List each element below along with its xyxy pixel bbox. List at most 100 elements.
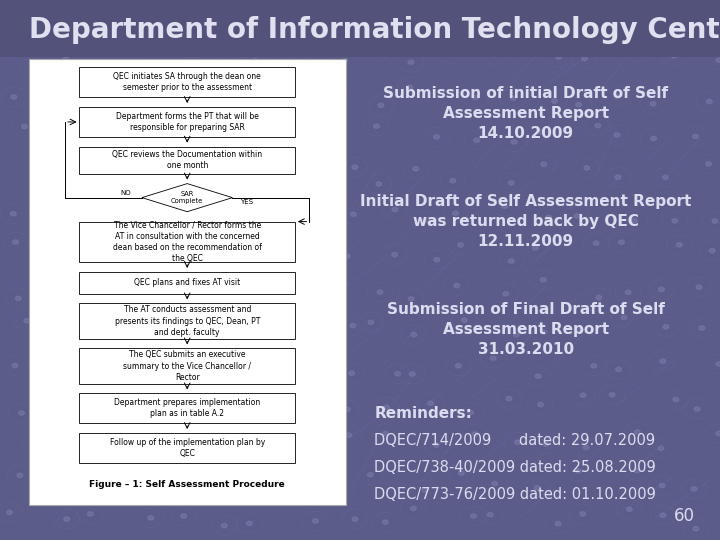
Circle shape [583, 446, 589, 450]
Circle shape [253, 59, 258, 63]
Circle shape [492, 52, 498, 57]
Circle shape [580, 512, 585, 516]
Circle shape [408, 60, 414, 64]
Circle shape [422, 11, 428, 15]
Circle shape [294, 63, 300, 68]
Circle shape [591, 364, 597, 368]
Circle shape [421, 219, 427, 223]
Circle shape [716, 362, 720, 366]
Circle shape [94, 211, 99, 215]
Circle shape [716, 431, 720, 436]
FancyBboxPatch shape [0, 0, 720, 57]
Circle shape [19, 411, 24, 415]
Circle shape [658, 446, 664, 450]
Circle shape [382, 520, 388, 524]
Circle shape [672, 219, 678, 223]
Circle shape [251, 214, 257, 218]
Circle shape [170, 164, 176, 168]
Circle shape [699, 326, 705, 330]
Circle shape [229, 450, 235, 454]
Circle shape [225, 288, 231, 293]
Circle shape [555, 522, 561, 526]
Circle shape [344, 407, 350, 411]
Circle shape [510, 96, 516, 100]
Circle shape [467, 410, 473, 415]
Circle shape [577, 328, 583, 332]
Circle shape [433, 443, 439, 447]
Text: Reminders:: Reminders: [374, 406, 472, 421]
Circle shape [651, 136, 657, 140]
Circle shape [411, 333, 417, 337]
Circle shape [422, 488, 428, 492]
Text: Submission of Final Draft of Self
Assessment Report
31.03.2010: Submission of Final Draft of Self Assess… [387, 301, 665, 357]
Circle shape [206, 325, 212, 329]
Circle shape [384, 405, 390, 409]
Circle shape [234, 178, 240, 182]
Circle shape [587, 28, 593, 32]
Circle shape [693, 134, 698, 139]
Circle shape [55, 394, 61, 399]
Circle shape [472, 432, 477, 436]
Circle shape [668, 29, 674, 33]
Circle shape [206, 127, 212, 131]
Circle shape [55, 440, 61, 444]
Circle shape [660, 359, 666, 363]
Circle shape [508, 259, 514, 263]
Circle shape [125, 59, 131, 64]
Text: Figure – 1: Self Assessment Procedure: Figure – 1: Self Assessment Procedure [89, 480, 285, 489]
Circle shape [261, 291, 267, 295]
Circle shape [253, 486, 259, 490]
Circle shape [510, 15, 516, 19]
Circle shape [413, 167, 418, 171]
Circle shape [98, 14, 104, 18]
Circle shape [109, 256, 114, 261]
Circle shape [133, 326, 139, 330]
Circle shape [207, 371, 213, 375]
Text: YES: YES [240, 199, 253, 205]
Circle shape [709, 248, 715, 253]
Circle shape [712, 219, 718, 223]
Circle shape [541, 330, 546, 334]
Circle shape [702, 11, 708, 15]
Circle shape [17, 473, 23, 477]
Circle shape [634, 468, 640, 472]
FancyBboxPatch shape [79, 394, 295, 423]
Circle shape [249, 99, 255, 103]
Circle shape [126, 355, 132, 360]
Circle shape [433, 135, 439, 139]
Circle shape [635, 50, 641, 55]
Circle shape [502, 204, 508, 208]
Circle shape [671, 53, 677, 58]
Circle shape [12, 363, 18, 368]
Text: DQEC/714/2009      dated: 29.07.2009: DQEC/714/2009 dated: 29.07.2009 [374, 433, 655, 448]
Circle shape [253, 19, 259, 24]
Circle shape [677, 242, 683, 247]
Circle shape [456, 363, 462, 368]
Circle shape [407, 85, 413, 90]
Circle shape [138, 472, 144, 476]
Circle shape [24, 319, 30, 323]
Circle shape [377, 290, 383, 294]
Circle shape [537, 130, 543, 134]
Circle shape [303, 28, 309, 32]
Circle shape [372, 14, 377, 18]
Circle shape [542, 15, 548, 19]
Circle shape [67, 367, 73, 372]
Circle shape [543, 442, 549, 446]
Circle shape [611, 26, 616, 30]
Text: Follow up of the implementation plan by
QEC: Follow up of the implementation plan by … [109, 438, 265, 458]
Circle shape [56, 164, 62, 168]
Circle shape [307, 449, 313, 454]
Circle shape [614, 133, 620, 137]
Circle shape [506, 396, 512, 401]
FancyBboxPatch shape [79, 68, 295, 97]
Circle shape [538, 402, 544, 407]
Circle shape [32, 439, 38, 443]
Circle shape [307, 392, 313, 396]
Circle shape [351, 212, 356, 217]
Circle shape [552, 99, 557, 103]
Circle shape [189, 469, 195, 473]
Circle shape [246, 521, 252, 525]
FancyBboxPatch shape [79, 272, 295, 294]
Text: Department forms the PT that will be
responsible for preparing SAR: Department forms the PT that will be res… [116, 112, 258, 132]
